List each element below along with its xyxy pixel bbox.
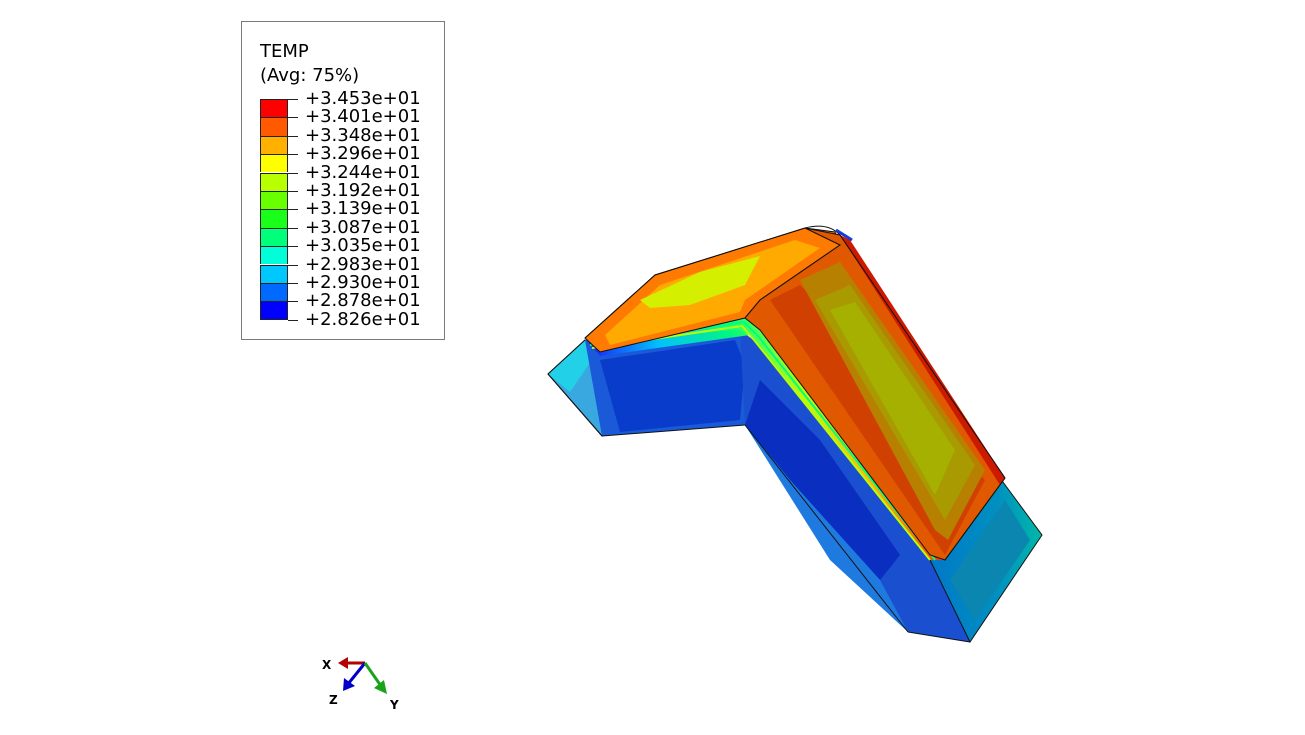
- legend-value-label: +3.139e+01: [305, 198, 421, 220]
- triad-y-arrow: [374, 680, 387, 694]
- legend-scale: +3.453e+01 +3.401e+01 +3.348e+01 +3.296e+01…: [260, 90, 430, 330]
- vertical-arm-side: [740, 330, 970, 642]
- legend-swatch-separator: [260, 172, 288, 174]
- upper-vertical-yellowgreen: [830, 302, 955, 495]
- legend-value-label: +2.930e+01: [305, 272, 421, 293]
- legend-color-swatch: [260, 227, 288, 247]
- legend-value-label: +3.192e+01: [305, 180, 421, 201]
- legend-value-label: +3.035e+01: [305, 235, 421, 257]
- legend-value-label: +2.878e+01: [305, 290, 421, 312]
- legend-subtitle: (Avg: 75%): [260, 65, 360, 86]
- triad-x-arrow: [338, 657, 348, 669]
- legend-color-swatch: [260, 283, 288, 302]
- contour-legend[interactable]: TEMP (Avg: 75%) +3.453e+01 +3.401e+01 +3.3…: [241, 21, 445, 340]
- legend-value-label: +3.296e+01: [305, 143, 421, 165]
- edge-line-11: [835, 228, 853, 242]
- horizontal-arm-inner: [600, 340, 745, 432]
- legend-swatch-separator: [260, 191, 288, 192]
- legend-color-swatch: [260, 209, 288, 228]
- edge-line-9: [944, 477, 1006, 561]
- legend-color-swatch: [260, 301, 288, 320]
- edge-line-6: [584, 274, 656, 339]
- legend-tick: [288, 135, 298, 137]
- edge-line-10: [804, 225, 841, 236]
- edge-line-7: [654, 227, 806, 276]
- legend-swatch-separator: [260, 246, 288, 248]
- legend-tick: [288, 191, 298, 192]
- legend-swatch-separator: [260, 154, 288, 156]
- left-end-face-cyan: [548, 340, 600, 392]
- legend-tick: [288, 246, 298, 248]
- edge-line-8: [839, 234, 1006, 479]
- legend-swatch-separator: [260, 301, 288, 303]
- legend-swatch-separator: [260, 283, 288, 284]
- legend-tick: [288, 227, 298, 229]
- edge-line-3: [601, 424, 746, 437]
- legend-swatch-separator: [260, 264, 288, 266]
- legend-tick: [288, 99, 298, 100]
- legend-color-swatch: [260, 172, 288, 191]
- upper-horizontal-yellow: [640, 256, 760, 308]
- edge-line-2: [547, 373, 603, 437]
- edge-line-4: [744, 424, 909, 633]
- triad-y-label: Y: [389, 698, 399, 712]
- legend-value-label: +3.244e+01: [305, 161, 421, 183]
- triad-z-label: Z: [329, 693, 338, 707]
- legend-color-swatch: [260, 99, 288, 118]
- legend-swatch-separator: [260, 227, 288, 229]
- vertical-arm-deep: [745, 380, 900, 580]
- legend-value-label: +3.453e+01: [305, 88, 421, 109]
- legend-color-swatch: [260, 264, 288, 283]
- legend-value-label: +3.087e+01: [305, 216, 421, 238]
- legend-swatch-separator: [260, 209, 288, 211]
- legend-value-label: +2.826e+01: [305, 308, 421, 330]
- edge-line-1: [907, 631, 971, 643]
- legend-swatch-separator: [260, 117, 288, 119]
- legend-swatch-separator: [260, 135, 288, 137]
- legend-tick: [288, 117, 298, 119]
- edge-line-5: [547, 339, 586, 375]
- legend-value-label: +3.401e+01: [305, 106, 421, 128]
- legend-tick: [288, 172, 298, 174]
- legend-title: TEMP: [260, 41, 309, 62]
- legend-tick: [288, 301, 298, 303]
- right-end-face-inner: [950, 500, 1030, 620]
- legend-tick: [288, 283, 298, 284]
- legend-value-label: +3.348e+01: [305, 124, 421, 146]
- lower-body: [547, 330, 1043, 643]
- triad-z-arrow: [343, 678, 355, 691]
- legend-color-swatch: [260, 154, 288, 173]
- triad-x-label: X: [322, 658, 332, 672]
- legend-tick: [288, 154, 298, 156]
- orientation-triad: X Z Y: [322, 657, 399, 712]
- triad-z-axis: [346, 662, 367, 685]
- legend-color-swatch: [260, 191, 288, 210]
- legend-color-swatch: [260, 117, 288, 136]
- upper-body: [584, 225, 1006, 561]
- legend-color-swatch: [260, 135, 288, 155]
- legend-color-swatch: [260, 246, 288, 265]
- legend-tick: [288, 319, 298, 321]
- upper-vertical-edge: [840, 235, 1005, 485]
- legend-value-label: +2.983e+01: [305, 253, 421, 275]
- legend-tick: [288, 264, 298, 266]
- legend-tick: [288, 209, 298, 211]
- triad-y-axis: [363, 662, 383, 687]
